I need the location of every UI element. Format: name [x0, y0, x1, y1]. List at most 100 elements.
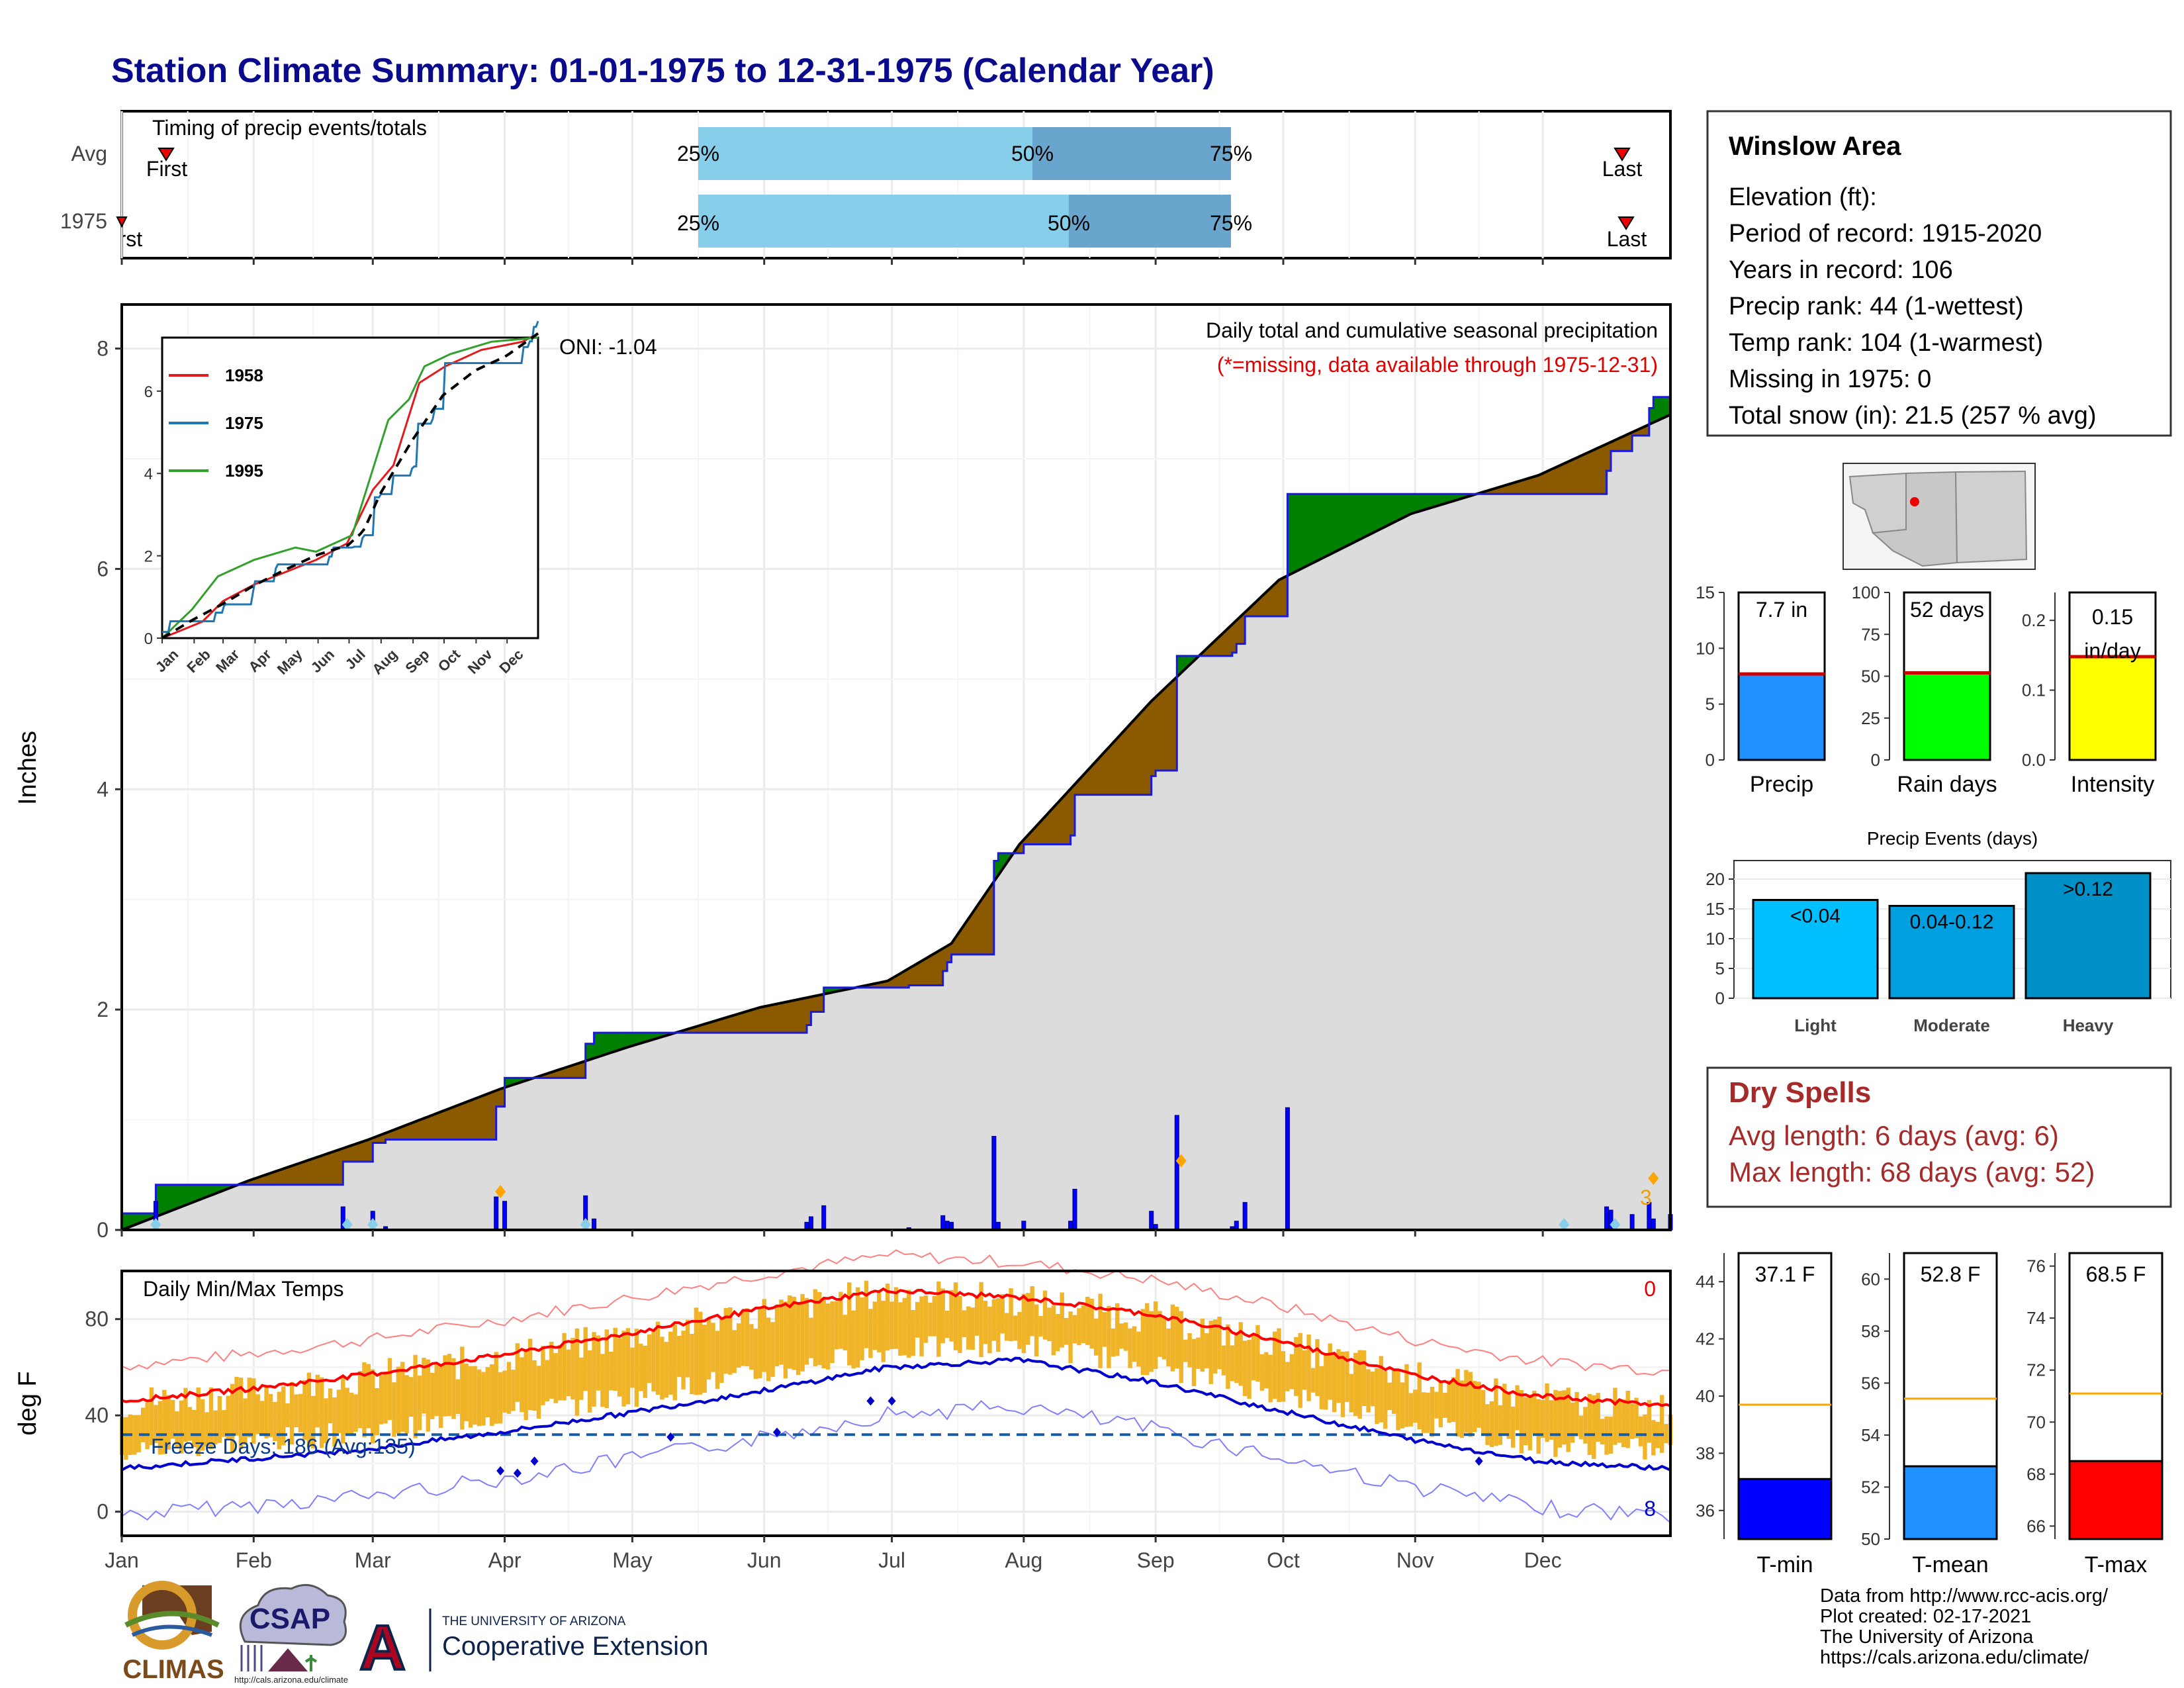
departure-fill: [457, 1103, 463, 1140]
dry-spells-title: Dry Spells: [1729, 1076, 1871, 1109]
daily-temp-bar: [438, 1364, 443, 1429]
daily-temp-bar: [349, 1392, 354, 1434]
daily-temp-bar: [145, 1402, 150, 1450]
departure-fill: [321, 1154, 326, 1186]
daily-temp-bar: [868, 1309, 873, 1358]
daily-temp-bar: [1426, 1392, 1430, 1433]
daily-temp-bar: [842, 1315, 848, 1351]
last-year-label: Last: [1607, 227, 1647, 251]
daily-temp-bar: [634, 1329, 639, 1407]
daily-temp-bar: [1357, 1350, 1362, 1419]
departure-fill: [985, 887, 990, 955]
daily-temp-bar: [1366, 1369, 1371, 1413]
departure-fill: [159, 1184, 165, 1215]
daily-temp-bar: [1361, 1350, 1367, 1407]
daily-temp-bar: [162, 1389, 167, 1454]
daily-temp-bar: [774, 1304, 780, 1366]
mini-bar-label: Rain days: [1897, 772, 1997, 797]
daily-temp-bar: [1383, 1371, 1388, 1429]
climas-logo: CLIMAS: [122, 1581, 224, 1684]
month-label: Jul: [878, 1548, 905, 1572]
daily-temp-bar: [1000, 1293, 1005, 1334]
footer-line-1: Data from http://www.rcc-acis.org/: [1820, 1585, 2109, 1607]
daily-temp-bar: [1081, 1305, 1086, 1344]
departure-fill: [1559, 463, 1565, 494]
record-low-marker: [530, 1456, 539, 1466]
timing-year-light: [698, 195, 1069, 248]
daily-temp-bar: [1647, 1399, 1652, 1443]
departure-fill: [1317, 493, 1322, 561]
mini-bar-label: Precip: [1750, 772, 1813, 797]
last-year-marker: [1617, 216, 1635, 230]
daily-temp-bar: [1251, 1335, 1256, 1381]
daily-temp-bar: [485, 1367, 490, 1418]
inset-legend-label: 1958: [225, 365, 263, 385]
daily-temp-bar: [1621, 1399, 1626, 1448]
daily-temp-bar: [1158, 1311, 1162, 1357]
departure-fill: [1589, 449, 1594, 494]
record-low-marker: [887, 1396, 896, 1406]
avg-p75: 75%: [1210, 142, 1252, 165]
daily-temp-bar: [1175, 1307, 1179, 1369]
daily-temp-bar: [1643, 1414, 1647, 1460]
daily-temp-bar: [498, 1372, 503, 1424]
daily-temp-bar: [953, 1282, 958, 1350]
daily-temp-bar: [617, 1338, 622, 1397]
events-bar-label: <0.04: [1790, 906, 1841, 927]
daily-temp-bar: [255, 1394, 260, 1434]
departure-fill: [300, 1161, 305, 1186]
snow-marker: [580, 1218, 591, 1231]
daily-temp-bar: [830, 1301, 835, 1364]
departure-fill: [1568, 459, 1573, 494]
departure-fill: [1308, 493, 1314, 566]
precip-ytick-label: 0: [97, 1218, 109, 1242]
daily-temp-bar: [1400, 1382, 1405, 1429]
daily-temp-bar: [1391, 1369, 1396, 1414]
daily-temp-bar: [1149, 1311, 1154, 1372]
daily-temp-bar: [719, 1318, 724, 1383]
first-avg-label: First: [146, 157, 187, 181]
daily-temp-bar: [1042, 1290, 1048, 1340]
daily-temp-bar: [175, 1411, 179, 1448]
daily-temp-bar: [1494, 1378, 1498, 1446]
departure-fill: [768, 1004, 773, 1033]
snow-marker: [1648, 1172, 1659, 1186]
daily-temp-bar: [124, 1417, 128, 1460]
departure-fill: [1542, 471, 1547, 494]
departure-fill: [330, 1150, 335, 1186]
daily-temp-bar: [1234, 1333, 1239, 1383]
departure-fill: [296, 1162, 301, 1186]
record-low-marker: [496, 1466, 505, 1476]
daily-temp-bar: [205, 1412, 209, 1446]
daily-temp-bar: [660, 1336, 664, 1400]
departure-fill: [1359, 493, 1365, 540]
daily-temp-bar: [383, 1372, 388, 1424]
daily-temp-bar: [200, 1399, 205, 1451]
daily-temp-bar: [259, 1401, 265, 1434]
departure-fill: [1116, 733, 1122, 795]
daily-temp-bar: [647, 1334, 652, 1383]
tbar-t-min: [1737, 1477, 1833, 1540]
daily-temp-bar: [1089, 1298, 1094, 1349]
daily-temp-bar: [1247, 1339, 1251, 1399]
tbar-ytick-label: 72: [2026, 1360, 2046, 1380]
departure-fill: [747, 1009, 752, 1033]
daily-temp-bar: [1098, 1293, 1103, 1368]
daily-temp-bar: [813, 1289, 818, 1367]
daily-temp-bar: [400, 1362, 405, 1432]
daily-temp-bar: [694, 1307, 699, 1395]
events-category-label: Light: [1794, 1015, 1837, 1035]
events-bar-label: 0.04-0.12: [1910, 912, 1994, 933]
daily-temp-bar: [1562, 1390, 1567, 1445]
daily-temp-bar: [583, 1327, 588, 1391]
daily-temp-bar: [966, 1306, 971, 1350]
daily-temp-bar: [341, 1376, 345, 1444]
departure-fill: [1160, 688, 1165, 771]
avg-p25: 25%: [677, 142, 719, 165]
daily-temp-bar: [911, 1309, 915, 1356]
daily-temp-bar: [1587, 1393, 1592, 1455]
departure-fill: [453, 1105, 459, 1140]
daily-temp-bar: [1170, 1304, 1175, 1372]
departure-fill: [1585, 451, 1590, 494]
daily-temp-bar: [881, 1300, 886, 1362]
